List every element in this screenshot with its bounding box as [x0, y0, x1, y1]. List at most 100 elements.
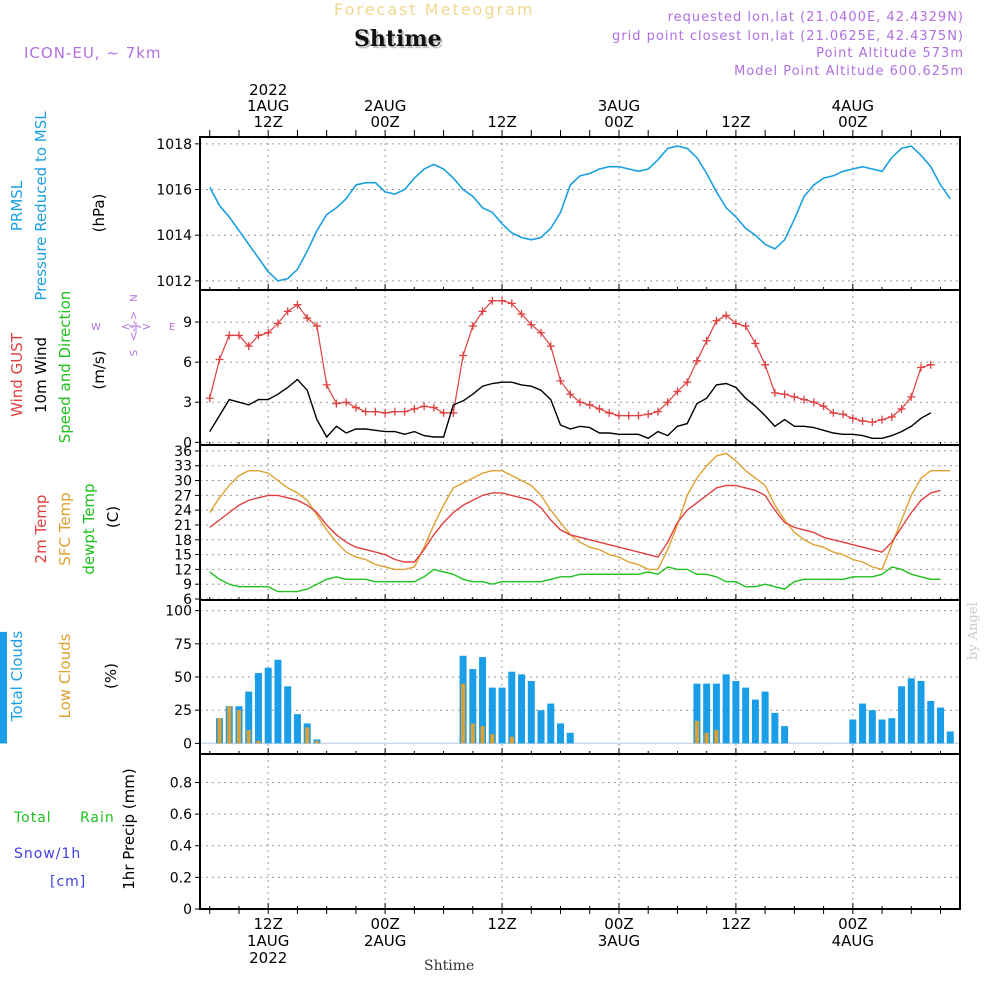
- gust-point: [907, 392, 916, 401]
- gust-point: [692, 356, 701, 365]
- low-cloud-bar: [694, 720, 699, 744]
- y-tick-label: 25: [174, 703, 192, 719]
- gust-point: [556, 376, 565, 385]
- y-tick-label: 27: [174, 488, 192, 504]
- dewpt-line: [209, 566, 941, 593]
- total-cloud-bar: [878, 719, 886, 744]
- precip-label-axis: 1hr Precip (mm): [120, 768, 138, 889]
- gust-point: [839, 410, 848, 419]
- total-cloud-bar: [479, 657, 487, 744]
- total-cloud-bar: [547, 703, 555, 744]
- y-tick-label: 30: [174, 474, 192, 490]
- total-cloud-bar: [761, 691, 769, 744]
- compass-s-label: S: [129, 350, 140, 356]
- total-cloud-bar: [781, 726, 789, 744]
- y-tick-label: 36: [174, 444, 192, 460]
- gust-point: [858, 416, 867, 425]
- gust-point: [595, 404, 604, 413]
- gust-point: [702, 336, 711, 345]
- y-tick-label: 0: [183, 736, 192, 752]
- y-tick-label: 0: [183, 902, 192, 918]
- gust-point: [390, 407, 399, 416]
- precip-legend-rain: Rain: [80, 810, 115, 826]
- gust-point: [683, 378, 692, 387]
- gust-point: [205, 394, 214, 403]
- total-cloud-bar: [771, 712, 779, 744]
- gust-point: [585, 400, 594, 409]
- gust-point: [507, 299, 516, 308]
- compass-sn-arrow: <-|->: [127, 311, 140, 341]
- time-label-top: 1AUG: [247, 97, 289, 115]
- total-cloud-bar: [488, 687, 496, 744]
- gust-point: [332, 399, 341, 408]
- total-cloud-bar: [557, 723, 565, 744]
- gust-point: [809, 398, 818, 407]
- total-cloud-bar: [469, 669, 477, 744]
- wind-label-direction: Speed and Direction: [56, 291, 74, 444]
- gust-point: [215, 355, 224, 364]
- gust-point: [673, 387, 682, 396]
- y-tick-label: 3: [183, 395, 192, 411]
- cloud-label-unit: (%): [102, 663, 120, 689]
- gust-point: [342, 398, 351, 407]
- time-label-top: 12Z: [487, 113, 516, 131]
- gust-point: [887, 412, 896, 421]
- total-cloud-bar: [888, 718, 896, 744]
- time-label-top: 12Z: [254, 113, 283, 131]
- y-tick-label: 1016: [156, 183, 192, 199]
- time-label-bottom: 2022: [249, 949, 287, 967]
- y-tick-label: 1012: [156, 274, 192, 290]
- total-cloud-bar: [537, 710, 545, 744]
- gust-point: [644, 410, 653, 419]
- low-cloud-bar: [236, 710, 241, 744]
- gust-point: [439, 408, 448, 417]
- y-tick-label: 12: [174, 562, 192, 578]
- gust-point: [283, 307, 292, 316]
- grid-layer: [200, 137, 960, 910]
- total-cloud-bar: [527, 680, 535, 744]
- pressure-label-unit: (hPa): [90, 194, 108, 233]
- temp-label-unit: (C): [104, 506, 122, 528]
- total-cloud-bar: [937, 707, 945, 744]
- gust-point: [576, 398, 584, 407]
- pressure-line: [208, 145, 951, 282]
- gust-point: [878, 415, 887, 424]
- gust-point: [254, 331, 263, 340]
- y-tick-label: 75: [174, 637, 192, 653]
- gust-point: [770, 388, 779, 397]
- gust-point: [517, 310, 526, 319]
- total-cloud-bar: [722, 674, 730, 744]
- gust-point: [429, 403, 438, 412]
- low-cloud-bar: [480, 726, 485, 744]
- time-label-top: 00Z: [370, 113, 399, 131]
- time-label-bottom: 00Z: [604, 915, 633, 933]
- gust-point: [420, 402, 429, 411]
- total-cloud-bar: [849, 719, 857, 744]
- total-cloud-bar: [293, 714, 301, 744]
- panel-frame: [199, 444, 961, 601]
- wind-label-unit: (m/s): [90, 350, 108, 389]
- gust-point: [614, 411, 623, 420]
- time-label-top: 2AUG: [364, 97, 406, 115]
- gust-point: [751, 339, 760, 348]
- low-cloud-bar: [256, 740, 261, 744]
- gust-point: [624, 411, 633, 420]
- total-cloud-bar: [245, 691, 253, 744]
- gust-point: [741, 322, 750, 331]
- gust-point: [225, 331, 234, 340]
- gust-point: [731, 319, 740, 328]
- y-tick-label: 21: [174, 518, 192, 534]
- gust-point: [829, 408, 838, 417]
- frame-layer: [195, 130, 961, 914]
- y-tick-label: 0.2: [170, 870, 192, 886]
- y-tick-label: 1018: [156, 137, 192, 153]
- total-cloud-bar: [946, 731, 954, 744]
- total-cloud-bar: [693, 683, 701, 744]
- panel-frame: [199, 136, 961, 291]
- gust-point: [537, 328, 546, 337]
- y-tick-label: 0.6: [170, 807, 192, 823]
- gust-point: [488, 296, 497, 305]
- requested-location: requested lon,lat (21.0400E, 42.4329N): [667, 10, 964, 25]
- total-cloud-bar: [518, 674, 526, 744]
- grid-location: grid point closest lon,lat (21.0625E, 42…: [612, 29, 964, 44]
